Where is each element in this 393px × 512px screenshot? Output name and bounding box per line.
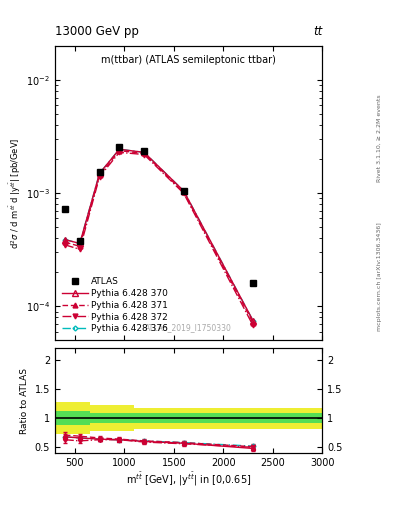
Y-axis label: d$^{2}$$\sigma$ / d m$^{t\bar{t}}$ d |y$^{t\bar{t}}$| [pb/GeV]: d$^{2}$$\sigma$ / d m$^{t\bar{t}}$ d |y$… (7, 138, 23, 249)
Legend: ATLAS, Pythia 6.428 370, Pythia 6.428 371, Pythia 6.428 372, Pythia 6.428 376: ATLAS, Pythia 6.428 370, Pythia 6.428 37… (59, 275, 171, 336)
Y-axis label: Ratio to ATLAS: Ratio to ATLAS (20, 368, 29, 434)
Text: Rivet 3.1.10, ≥ 2.2M events: Rivet 3.1.10, ≥ 2.2M events (377, 94, 382, 182)
Text: 13000 GeV pp: 13000 GeV pp (55, 26, 139, 38)
Text: tt: tt (313, 26, 322, 38)
Text: ATLAS_2019_I1750330: ATLAS_2019_I1750330 (145, 323, 232, 332)
Text: m(ttbar) (ATLAS semileptonic ttbar): m(ttbar) (ATLAS semileptonic ttbar) (101, 55, 276, 65)
X-axis label: m$^{t\bar{t}}$ [GeV], |y$^{t\bar{t}}$| in [0,0.65]: m$^{t\bar{t}}$ [GeV], |y$^{t\bar{t}}$| i… (126, 471, 252, 488)
Text: mcplots.cern.ch [arXiv:1306.3436]: mcplots.cern.ch [arXiv:1306.3436] (377, 222, 382, 331)
